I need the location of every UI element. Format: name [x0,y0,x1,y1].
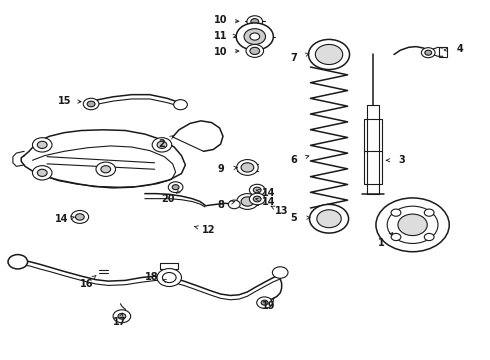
Circle shape [244,29,266,44]
Circle shape [261,300,268,305]
Circle shape [83,98,99,110]
Circle shape [272,267,288,278]
Circle shape [387,206,438,243]
Text: 3: 3 [398,155,405,165]
Text: 15: 15 [57,96,71,106]
Circle shape [241,197,254,206]
Circle shape [157,141,167,148]
Circle shape [250,47,260,54]
Circle shape [173,100,187,110]
Text: 14: 14 [55,215,69,224]
Text: 6: 6 [291,155,297,165]
Circle shape [257,297,272,309]
Circle shape [32,166,52,180]
Circle shape [310,204,348,233]
Text: 4: 4 [457,44,464,54]
Circle shape [172,185,179,190]
Circle shape [309,40,349,69]
Bar [440,47,447,57]
Circle shape [152,138,171,152]
Circle shape [157,269,181,287]
Bar [364,119,382,184]
Circle shape [37,169,47,176]
Text: 17: 17 [113,317,126,327]
Circle shape [237,194,258,210]
Circle shape [376,198,449,252]
Circle shape [236,23,273,50]
Circle shape [101,166,111,173]
Circle shape [391,209,401,216]
Circle shape [425,50,432,55]
Circle shape [249,184,265,196]
Circle shape [424,233,434,240]
Circle shape [71,211,89,224]
Circle shape [249,193,265,205]
Text: 2: 2 [159,139,165,149]
Text: 13: 13 [275,206,289,216]
Circle shape [37,141,47,148]
Circle shape [317,210,341,228]
Circle shape [75,214,84,220]
Circle shape [316,44,343,64]
Circle shape [228,200,240,209]
Circle shape [32,138,52,152]
Text: 14: 14 [262,197,275,207]
Text: 7: 7 [291,53,297,63]
Circle shape [424,209,434,216]
Circle shape [421,48,435,58]
Text: 14: 14 [262,188,275,198]
Text: 8: 8 [217,200,224,210]
Text: 19: 19 [262,301,275,311]
Circle shape [162,273,176,283]
Text: 12: 12 [201,225,215,235]
Circle shape [391,233,401,240]
Circle shape [87,101,95,107]
Circle shape [250,33,260,40]
Circle shape [168,182,183,193]
Circle shape [96,162,116,176]
Circle shape [247,16,263,27]
Text: 11: 11 [214,31,227,41]
Circle shape [241,163,254,172]
Circle shape [246,44,264,57]
Text: 9: 9 [217,164,224,174]
Text: 10: 10 [214,15,227,26]
Text: 1: 1 [378,238,385,248]
Circle shape [8,255,27,269]
Circle shape [251,19,259,24]
Circle shape [398,214,427,235]
Text: 10: 10 [214,46,227,57]
Circle shape [118,314,126,319]
Circle shape [253,196,261,202]
Circle shape [113,310,131,323]
Text: 16: 16 [79,279,93,289]
Circle shape [237,159,258,175]
Circle shape [253,187,261,193]
Text: 20: 20 [161,194,174,204]
Text: 18: 18 [146,272,159,282]
Text: 5: 5 [291,213,297,222]
